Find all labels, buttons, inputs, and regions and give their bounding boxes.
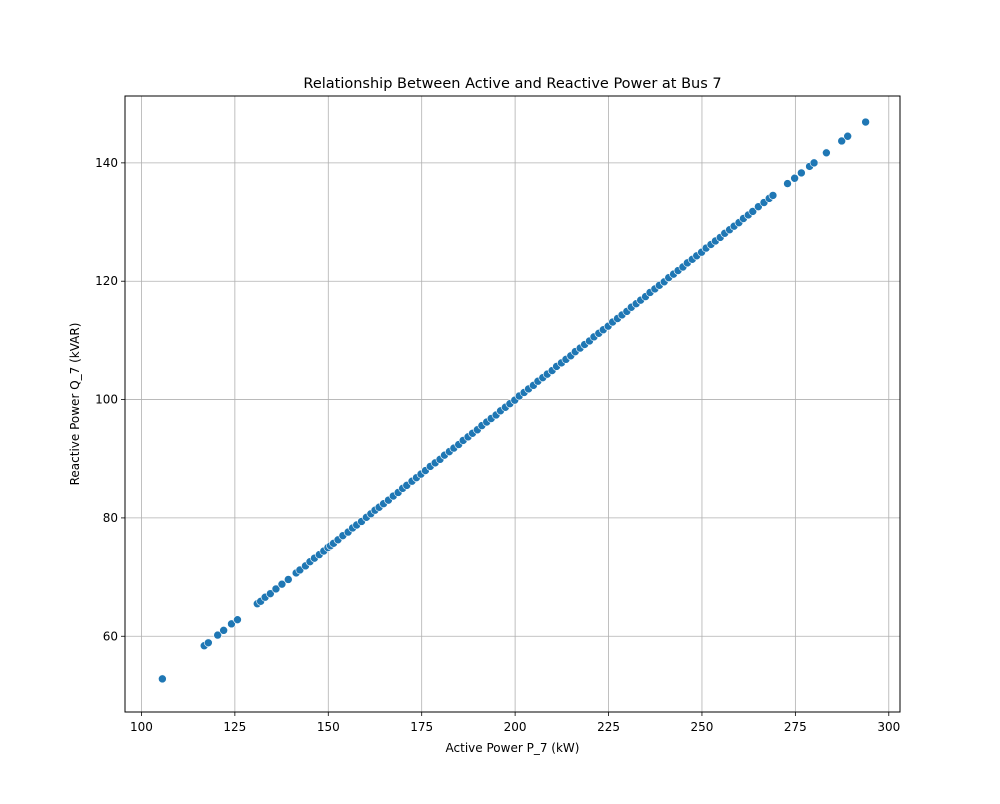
scatter-point <box>809 158 819 168</box>
x-tick-label: 175 <box>410 720 433 734</box>
scatter-point <box>219 626 228 635</box>
scatter-point <box>213 630 222 640</box>
y-axis-label: Reactive Power Q_7 (kVAR) <box>68 323 82 486</box>
scatter-point <box>797 168 806 178</box>
scatter-point <box>204 638 213 648</box>
scatter-point <box>822 148 831 158</box>
scatter-point <box>783 179 792 188</box>
scatter-point <box>227 619 236 629</box>
scatter-point <box>277 579 287 589</box>
scatter-point <box>158 674 167 684</box>
x-tick-label: 300 <box>877 720 900 734</box>
plot-frame <box>124 95 901 713</box>
scatter-point <box>790 173 799 183</box>
x-tick-label: 150 <box>317 720 340 734</box>
scatter-points <box>158 117 870 684</box>
y-tick-label: 100 <box>95 393 118 407</box>
y-tick-label: 140 <box>95 156 118 170</box>
y-tick-label: 120 <box>95 274 118 288</box>
y-tick-label: 60 <box>103 629 118 643</box>
x-tick-label: 125 <box>223 720 246 734</box>
y-axis-ticks: 60 80 100 120 140 <box>95 156 125 643</box>
x-tick-label: 200 <box>504 720 527 734</box>
chart-title: Relationship Between Active and Reactive… <box>303 76 721 92</box>
scatter-point <box>843 131 852 141</box>
x-axis-ticks: 100 125 150 175 200 225 250 275 300 <box>130 712 900 734</box>
scatter-point <box>233 615 242 624</box>
x-tick-label: 100 <box>130 720 153 734</box>
scatter-point <box>748 207 758 216</box>
scatter-point <box>283 575 293 584</box>
scatter-point <box>837 136 847 146</box>
x-axis-label: Active Power P_7 (kW) <box>446 741 580 755</box>
scatter-point <box>271 584 281 594</box>
x-tick-label: 250 <box>690 720 713 734</box>
x-tick-label: 275 <box>784 720 807 734</box>
scatter-point <box>861 117 870 127</box>
x-tick-label: 225 <box>597 720 620 734</box>
scatter-point <box>768 191 778 200</box>
scatter-point <box>266 589 275 598</box>
y-tick-label: 80 <box>103 511 118 525</box>
